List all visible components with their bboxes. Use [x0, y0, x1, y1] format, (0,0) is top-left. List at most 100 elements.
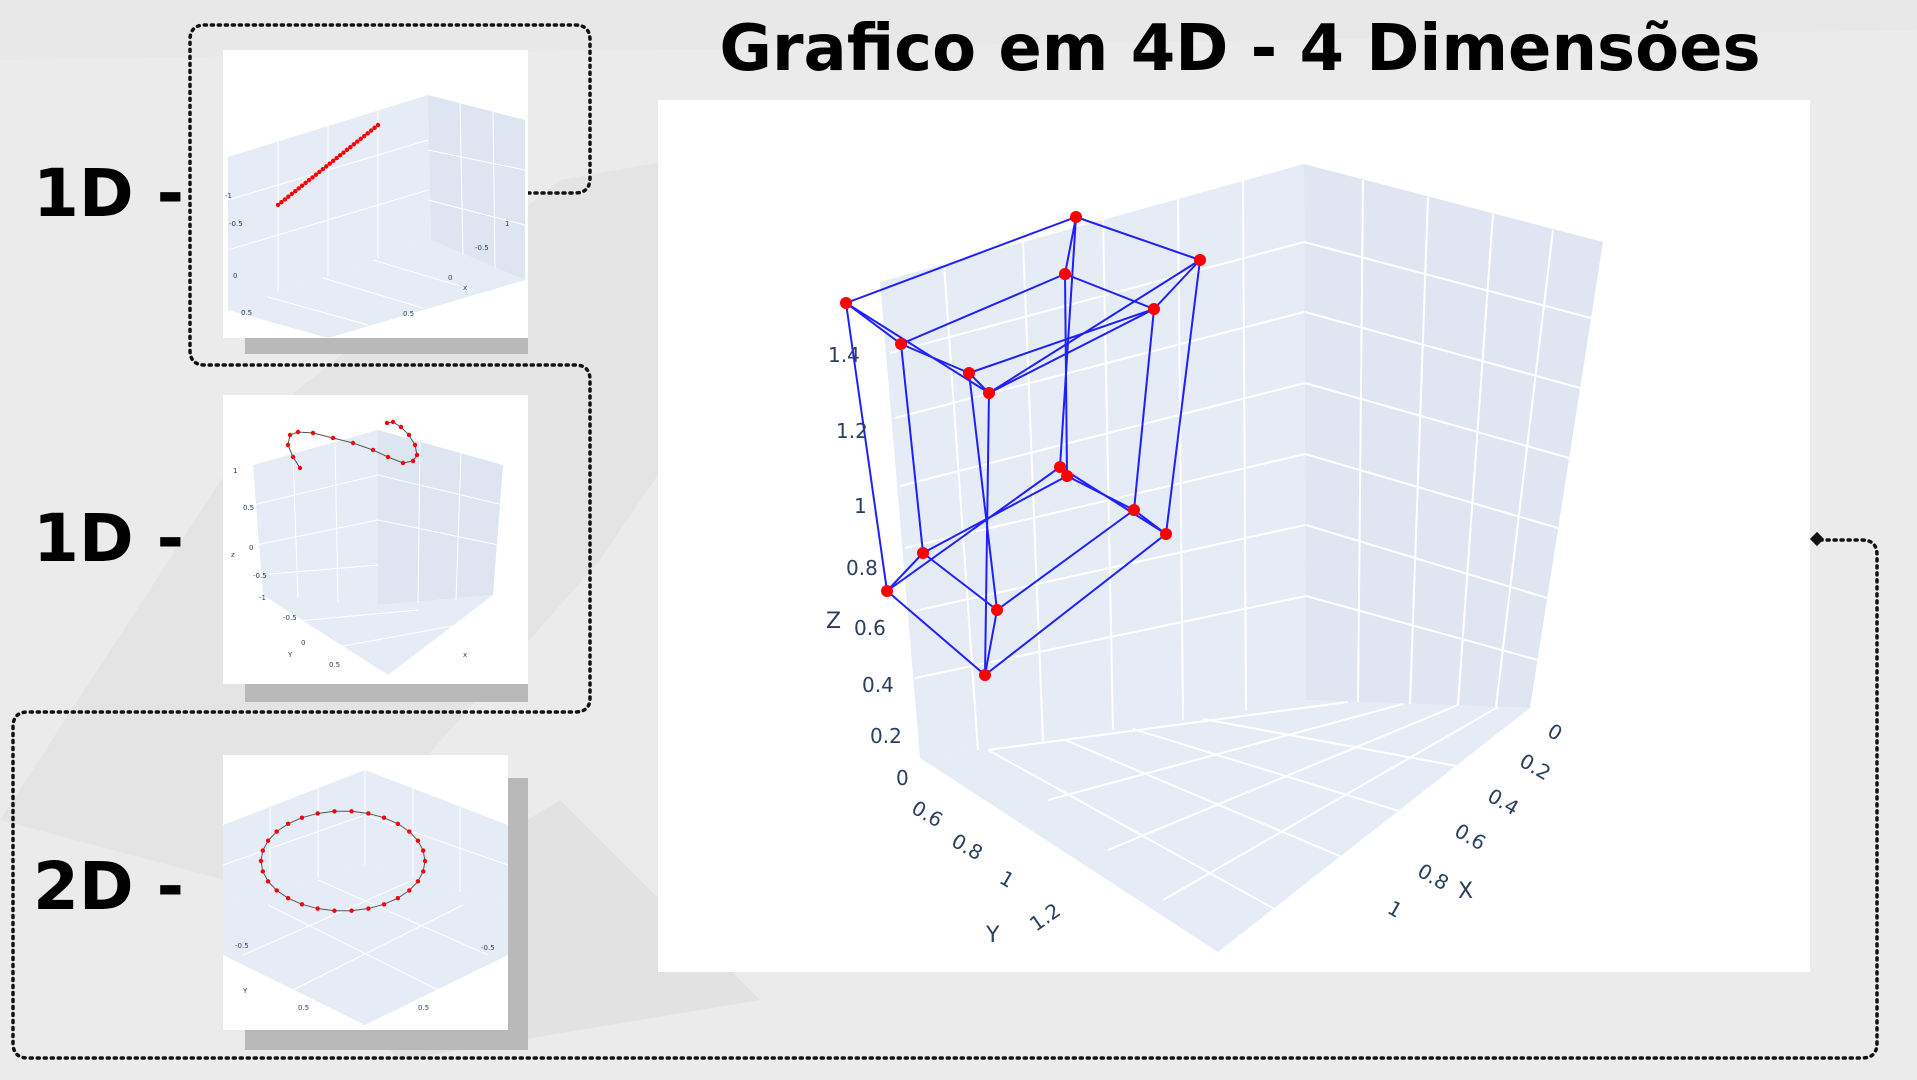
thumb2-point — [412, 442, 418, 448]
x-tick-0-6: 0.6 — [1451, 819, 1491, 856]
hypercube-edge — [984, 609, 998, 676]
hypercube-edge — [1059, 466, 1167, 535]
thumb2-tick-2: 0.5 — [243, 504, 254, 512]
thumb-shadow — [245, 684, 528, 702]
y-tick-0-8: 0.8 — [948, 829, 988, 866]
hypercube-edge — [886, 466, 1061, 592]
thumb1-point — [334, 155, 339, 161]
thumb3-point — [285, 821, 291, 827]
y-tick-1-2: 1.2 — [1025, 898, 1065, 936]
x-tick-1: 1 — [1384, 896, 1407, 923]
x-tick-0-8: 0.8 — [1414, 859, 1454, 896]
x-tick-0-2: 0.2 — [1516, 749, 1556, 786]
thumb3-point — [407, 888, 412, 893]
hypercube-edge — [845, 302, 990, 394]
thumb2-axis-x: x — [463, 651, 467, 659]
thumb3-point — [332, 908, 337, 913]
hypercube-edge — [845, 302, 888, 592]
grid-lines — [889, 179, 1592, 923]
thumb1-point — [348, 144, 353, 150]
thumb2-tick-1: 1 — [233, 467, 237, 475]
row-label-1d-line: 1D - — [33, 155, 185, 232]
thumb1-point — [279, 200, 284, 205]
hypercube-edge — [1064, 273, 1155, 310]
thumb3-point — [421, 848, 426, 853]
thumb2-point — [385, 454, 391, 460]
hypercube-edge — [996, 509, 1135, 611]
thumb3-point — [315, 906, 320, 911]
thumb3-point — [299, 815, 305, 820]
thumb2-tick-5: -1 — [259, 594, 266, 602]
thumb1-point — [313, 172, 319, 177]
thumb3-axis-y: Y — [242, 987, 248, 995]
y-axis-label: Y — [985, 923, 1000, 948]
thumbnail-1d-line-plot: -0.5 0 0.5 -1 -0.5 0 0.5 1 x — [223, 50, 528, 338]
z-tick-0-6: 0.6 — [854, 616, 886, 640]
hypercube-vertex — [991, 604, 1003, 616]
main-4d-plot: 1.4 1.2 1 0.8 0.6 0.4 0.2 0 Z 0 0.2 0.4 … — [658, 100, 1810, 972]
hypercube-edge — [1133, 308, 1155, 511]
thumb1-tick-6: 0 — [448, 274, 452, 282]
thumb3-point — [299, 902, 305, 907]
thumb1-point — [320, 166, 326, 172]
thumb2-tick-6: -0.5 — [283, 614, 297, 622]
z-axis-label: Z — [826, 609, 841, 634]
thumb2-axis-y: Y — [287, 651, 293, 659]
y-tick-1: 1 — [996, 866, 1019, 893]
thumb3-point — [381, 902, 387, 907]
hypercube-vertex — [1061, 470, 1073, 482]
hypercube-vertex — [1054, 461, 1066, 473]
thumb1-point — [368, 128, 374, 133]
hypercube-edge — [1064, 216, 1077, 275]
thumb3-point — [395, 895, 401, 901]
thumb1-point — [330, 158, 336, 164]
thumb1-tick-7: 0.5 — [403, 310, 414, 318]
thumb1-point — [317, 169, 322, 175]
hypercube-vertex — [979, 669, 991, 681]
thumb1-point — [355, 139, 360, 144]
hypercube-edge — [1059, 216, 1077, 468]
thumb1-point — [324, 164, 329, 169]
hypercube-edge — [886, 590, 986, 676]
thumb3-tick-3: -0.5 — [481, 944, 495, 952]
hypercube-edge — [900, 273, 1066, 345]
thumb1-point — [351, 142, 357, 147]
thumb1-point — [327, 161, 332, 166]
thumb2-point — [290, 454, 296, 460]
hypercube-edge — [1153, 259, 1201, 310]
thumb3-point — [421, 869, 426, 874]
thumb1-point — [282, 197, 288, 202]
hypercube-edge — [1064, 273, 1068, 477]
thumb1-point — [289, 191, 294, 197]
row-label-2d-circle: 2D - — [33, 848, 185, 925]
thumb2-point — [390, 419, 396, 425]
thumb3-point — [265, 838, 271, 843]
thumb1-point — [358, 136, 363, 141]
hypercube-vertex — [1194, 254, 1206, 266]
hypercube-vertex — [1059, 268, 1071, 280]
thumb2-point — [400, 460, 406, 466]
x-tick-0: 0 — [1544, 719, 1567, 746]
thumb2-point — [310, 430, 316, 436]
thumb3-point — [315, 811, 320, 816]
z-tick-0-8: 0.8 — [846, 556, 878, 580]
thumb1-point — [306, 177, 312, 183]
hypercube-vertex — [963, 367, 975, 379]
hypercube-vertices — [840, 211, 1206, 681]
thumb3-point — [265, 879, 271, 884]
thumb1-tick-4: -1 — [225, 192, 232, 200]
thumb1-point — [365, 131, 370, 136]
hypercube-vertex — [1148, 303, 1160, 315]
hypercube-vertex — [840, 297, 852, 309]
thumb1-point — [303, 180, 308, 186]
thumb3-tick-4: 0.5 — [418, 1004, 429, 1012]
thumb1-tick-3: 0.5 — [241, 309, 252, 317]
thumb3-point — [422, 858, 428, 864]
z-tick-1: 1 — [854, 494, 867, 518]
hypercube-edge — [988, 259, 1201, 394]
thumb2-tick-3: 0 — [249, 544, 253, 552]
z-tick-0: 0 — [896, 766, 909, 790]
thumb1-point — [344, 147, 350, 153]
thumb1-point — [375, 122, 381, 128]
thumb2-point — [384, 420, 390, 426]
